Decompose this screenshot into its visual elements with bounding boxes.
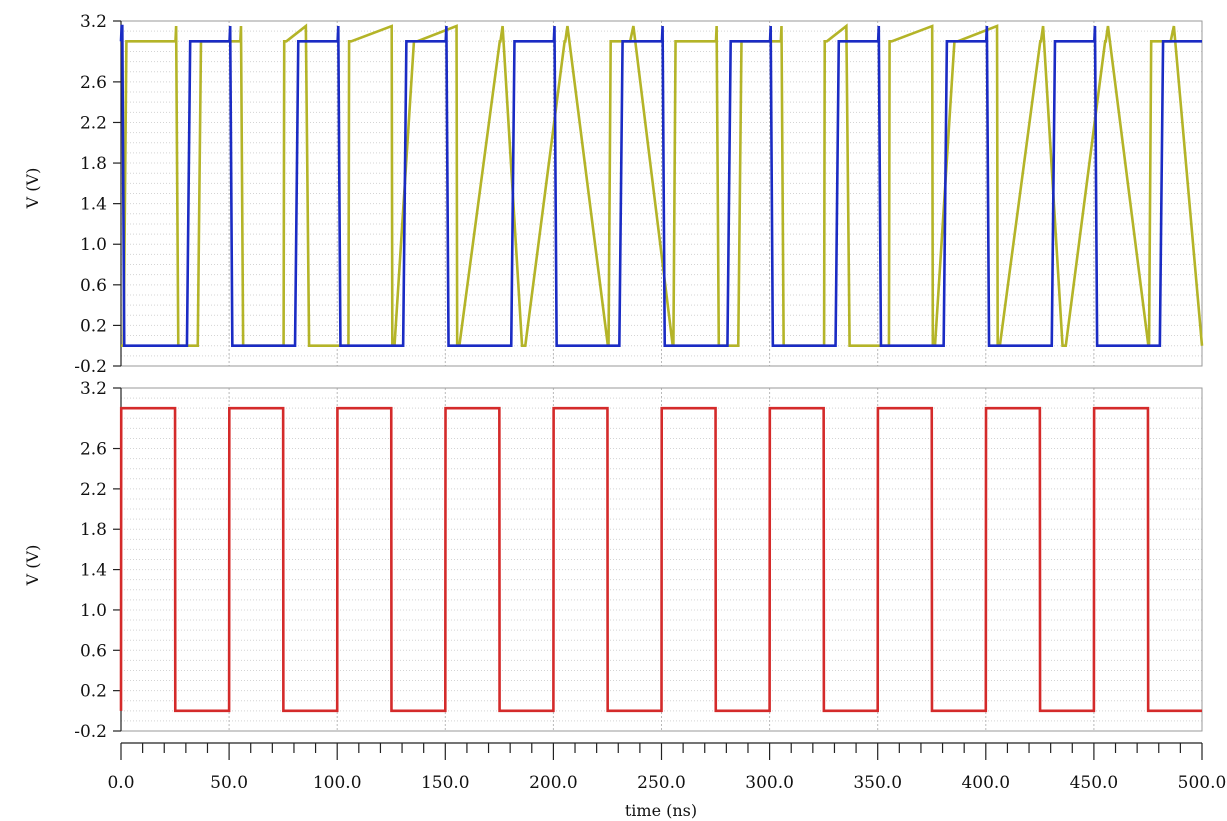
x-axis: 0.0 50.0 100.0 150.0 200.0 250.0 300.0 350.0 400… [107,742,1227,793]
y-tick-label: 1.8 [80,520,107,540]
x-axis-label: time (ns) [625,801,697,820]
y-tick-label: 2.6 [80,73,107,93]
y-tick-label: 1.0 [80,601,107,621]
x-tick-label: 150.0 [421,773,470,793]
y-tick-label: 0.2 [80,316,107,336]
x-tick-label: 500.0 [1178,773,1227,793]
y-tick-label: 2.2 [80,480,107,500]
x-tick-label: 200.0 [529,773,578,793]
top-y-axis-label: V (V) [23,168,42,210]
x-tick-label: 300.0 [745,773,794,793]
y-tick-label: 2.6 [80,440,107,460]
bottom-series-1-line [119,406,1202,713]
x-tick-label: 450.0 [1070,773,1119,793]
x-tick-label: 400.0 [961,773,1010,793]
x-tick-label: 100.0 [313,773,362,793]
x-tick-label: 250.0 [637,773,686,793]
x-tick-label: 0.0 [107,773,134,793]
bottom-panel: 3.2 2.6 2.2 1.8 1.4 1.0 0.6 0.2 -0.2 [74,379,1203,742]
y-tick-label: 3.2 [80,12,107,32]
y-tick-label: -0.2 [74,722,107,742]
x-tick-label: 50.0 [210,773,248,793]
y-tick-label: 1.8 [80,154,107,174]
y-tick-label: 0.2 [80,682,107,702]
bottom-y-axis-label: V (V) [23,545,42,587]
y-tick-label: 0.6 [80,276,107,296]
y-tick-label: 1.4 [80,561,107,581]
y-tick-label: 1.4 [80,195,107,215]
y-tick-label: 1.0 [80,235,107,255]
y-tick-label: 2.2 [80,113,107,133]
x-tick-label: 350.0 [853,773,902,793]
y-tick-label: 3.2 [80,379,107,399]
y-tick-label: 0.6 [80,641,107,661]
top-series-2-line [119,24,1202,348]
top-panel: 3.2 2.6 2.2 1.8 1.4 1.0 0.6 0.2 -0.2 [74,12,1204,377]
y-tick-label: -0.2 [74,357,107,377]
